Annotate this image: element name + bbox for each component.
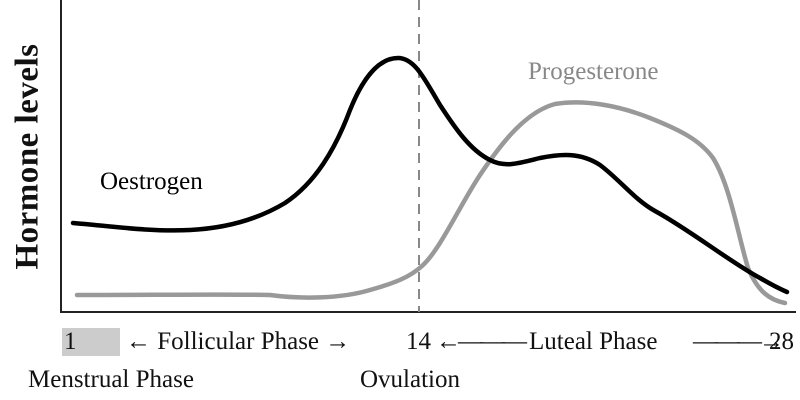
x-axis-phase-row: 1 ← Follicular Phase → 14 ←——— Luteal Ph…	[0, 326, 800, 358]
luteal-left-arrow: ←———	[436, 328, 527, 355]
luteal-right-arrow: ———→	[693, 328, 784, 355]
menstrual-phase-label: Menstrual Phase	[28, 366, 194, 393]
progesterone-curve	[74, 100, 788, 306]
oestrogen-label: Oestrogen	[100, 168, 203, 195]
x-tick-day-1: 1	[64, 328, 77, 355]
follicular-phase-label: ← Follicular Phase →	[126, 328, 351, 355]
x-tick-day-14: 14	[406, 328, 431, 355]
x-tick-day-28: 28	[769, 328, 794, 355]
menstrual-phase-box	[62, 328, 120, 356]
progesterone-label: Progesterone	[528, 58, 659, 85]
luteal-phase-label: Luteal Phase	[529, 328, 658, 355]
oestrogen-curve	[70, 55, 790, 295]
ovulation-label: Ovulation	[360, 366, 460, 393]
